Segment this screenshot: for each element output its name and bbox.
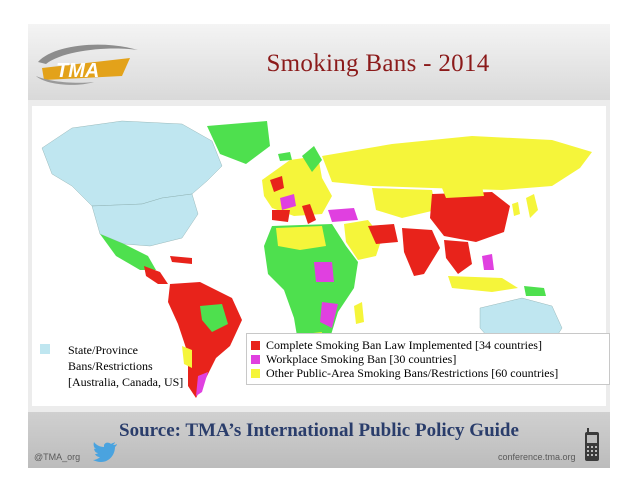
legend-swatch-workplace xyxy=(251,355,260,364)
world-map xyxy=(32,106,606,406)
region-east-africa xyxy=(314,262,334,282)
region-iberia xyxy=(272,210,290,222)
region-china xyxy=(430,192,510,242)
legend-swatch-other xyxy=(251,369,260,378)
mobile-phone-icon xyxy=(585,428,599,461)
legend-label-complete: Complete Smoking Ban Law Implemented [34… xyxy=(266,338,542,352)
region-iceland xyxy=(278,152,292,161)
region-bolivia xyxy=(182,346,192,368)
region-france xyxy=(280,194,296,210)
tma-logo-icon: TMA xyxy=(36,44,138,85)
region-mongolia xyxy=(442,186,484,198)
region-russia xyxy=(322,136,592,190)
legend-row-other: Other Public-Area Smoking Bans/Restricti… xyxy=(251,366,558,380)
legend-label-other: Other Public-Area Smoking Bans/Restricti… xyxy=(266,366,559,380)
region-madagascar xyxy=(354,302,364,324)
region-central-asia xyxy=(372,188,436,218)
region-argentina xyxy=(196,372,208,396)
region-uk-ireland xyxy=(270,176,284,192)
legend-left-line-2: Bans/Restrictions xyxy=(68,359,153,373)
legend-swatch-complete xyxy=(251,341,260,350)
region-caribbean xyxy=(170,256,192,264)
region-europe xyxy=(262,156,332,216)
source-text: Source: TMA’s International Public Polic… xyxy=(119,420,519,441)
region-philippines xyxy=(482,254,494,270)
footer-bar: Source: TMA’s International Public Polic… xyxy=(28,412,610,468)
legend-row-workplace: Workplace Smoking Ban [30 countries] xyxy=(251,352,456,366)
world-map-svg xyxy=(41,120,592,398)
slide: TMA Smoking Bans - 2014 xyxy=(28,24,610,468)
legend-left-line-1: State/Province xyxy=(68,343,138,357)
legend-left-line-3: [Australia, Canada, US] xyxy=(68,375,184,389)
region-japan xyxy=(526,194,538,218)
region-africa xyxy=(264,224,358,350)
region-canada-alaska xyxy=(41,120,223,207)
region-greenland xyxy=(207,121,270,164)
twitter-handle[interactable]: @TMA_org xyxy=(34,452,81,462)
legend-row-complete: Complete Smoking Ban Law Implemented [34… xyxy=(251,338,542,352)
region-indonesia xyxy=(448,276,518,292)
logo-text: TMA xyxy=(56,60,99,82)
legend-label-workplace: Workplace Smoking Ban [30 countries] xyxy=(266,352,457,366)
region-iran xyxy=(368,224,398,244)
region-mexico xyxy=(100,234,156,270)
legend-swatch-state-province xyxy=(40,344,50,354)
region-southeast-asia xyxy=(444,240,472,274)
region-turkey xyxy=(328,208,358,222)
page-title: Smoking Bans - 2014 xyxy=(266,50,490,77)
header-bar: TMA Smoking Bans - 2014 xyxy=(28,24,610,100)
region-southern-africa xyxy=(320,302,338,328)
region-brazil-inner xyxy=(200,304,228,332)
region-north-africa xyxy=(276,226,326,250)
region-scandinavia xyxy=(302,146,322,172)
region-central-america xyxy=(144,266,168,284)
region-korea xyxy=(512,202,520,216)
region-papua-new-guinea xyxy=(524,286,546,296)
conference-site[interactable]: conference.tma.org xyxy=(498,452,576,462)
twitter-bird-icon[interactable] xyxy=(92,441,118,463)
legend-ban-types: Complete Smoking Ban Law Implemented [34… xyxy=(246,333,610,385)
region-italy xyxy=(302,204,316,224)
region-india xyxy=(402,228,440,276)
